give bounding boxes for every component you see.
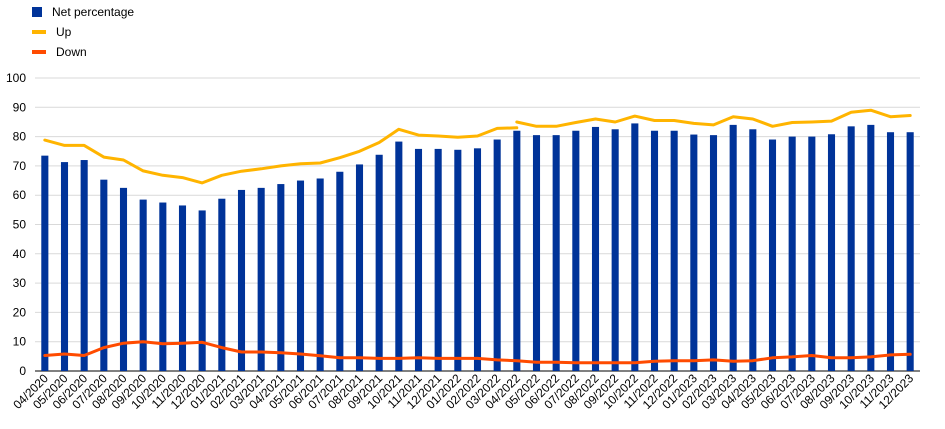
bar (886, 132, 895, 371)
bar (493, 139, 501, 371)
legend: Net percentage Up Down (32, 2, 134, 62)
bar (277, 184, 285, 371)
bar (355, 164, 364, 371)
legend-item-down: Down (32, 42, 134, 62)
bar (768, 139, 777, 371)
y-tick-label: 90 (13, 100, 27, 114)
series-line-down (43, 340, 912, 365)
bar (788, 136, 796, 371)
bar (729, 124, 737, 371)
legend-item-up: Up (32, 22, 134, 42)
legend-label-down: Down (56, 45, 87, 59)
legend-swatch-down (32, 50, 46, 54)
bar (906, 132, 914, 371)
y-tick-label: 50 (13, 218, 27, 232)
bar (237, 189, 246, 371)
bar (375, 154, 383, 371)
legend-item-net-percentage: Net percentage (32, 2, 134, 22)
bar (749, 129, 757, 371)
y-tick-label: 100 (6, 71, 26, 85)
bar (395, 141, 403, 371)
bar (690, 134, 698, 371)
bar (473, 148, 482, 371)
bar (198, 210, 206, 371)
legend-swatch-up (32, 30, 46, 34)
y-tick-label: 30 (13, 276, 27, 290)
bar (650, 130, 659, 371)
bar (178, 205, 187, 371)
bar (611, 129, 619, 371)
bar (139, 199, 147, 371)
bar (80, 160, 88, 371)
y-tick-label: 20 (13, 305, 27, 319)
bar (670, 130, 678, 371)
legend-label-net-percentage: Net percentage (52, 5, 135, 19)
bar (159, 202, 167, 371)
legend-swatch-net-percentage (32, 7, 42, 17)
legend-label-up: Up (56, 25, 72, 39)
bar (100, 179, 108, 371)
bar (513, 130, 521, 371)
y-tick-label: 70 (13, 159, 27, 173)
bar (572, 130, 580, 371)
bar (591, 126, 600, 371)
bar (316, 178, 324, 371)
y-tick-label: 10 (13, 335, 27, 349)
series-line-up (43, 126, 519, 185)
y-tick-label: 80 (13, 130, 27, 144)
series-line-up-continued (515, 108, 912, 128)
bar (847, 126, 855, 371)
bar (867, 124, 875, 371)
y-tick-label: 40 (13, 247, 27, 261)
y-tick-label: 0 (19, 364, 26, 378)
bar (336, 171, 344, 371)
bar (41, 155, 49, 371)
bar (257, 187, 265, 371)
bar (709, 135, 718, 371)
bar (296, 180, 305, 371)
bar (218, 198, 226, 371)
bar (631, 123, 639, 371)
bar (532, 135, 541, 371)
y-tick-label: 60 (13, 188, 27, 202)
bar (552, 135, 560, 371)
bar (60, 162, 69, 371)
bar (827, 134, 836, 371)
bar (808, 136, 816, 371)
bar (454, 149, 462, 371)
bar (434, 148, 442, 371)
bar (414, 148, 423, 371)
bar (119, 187, 128, 371)
